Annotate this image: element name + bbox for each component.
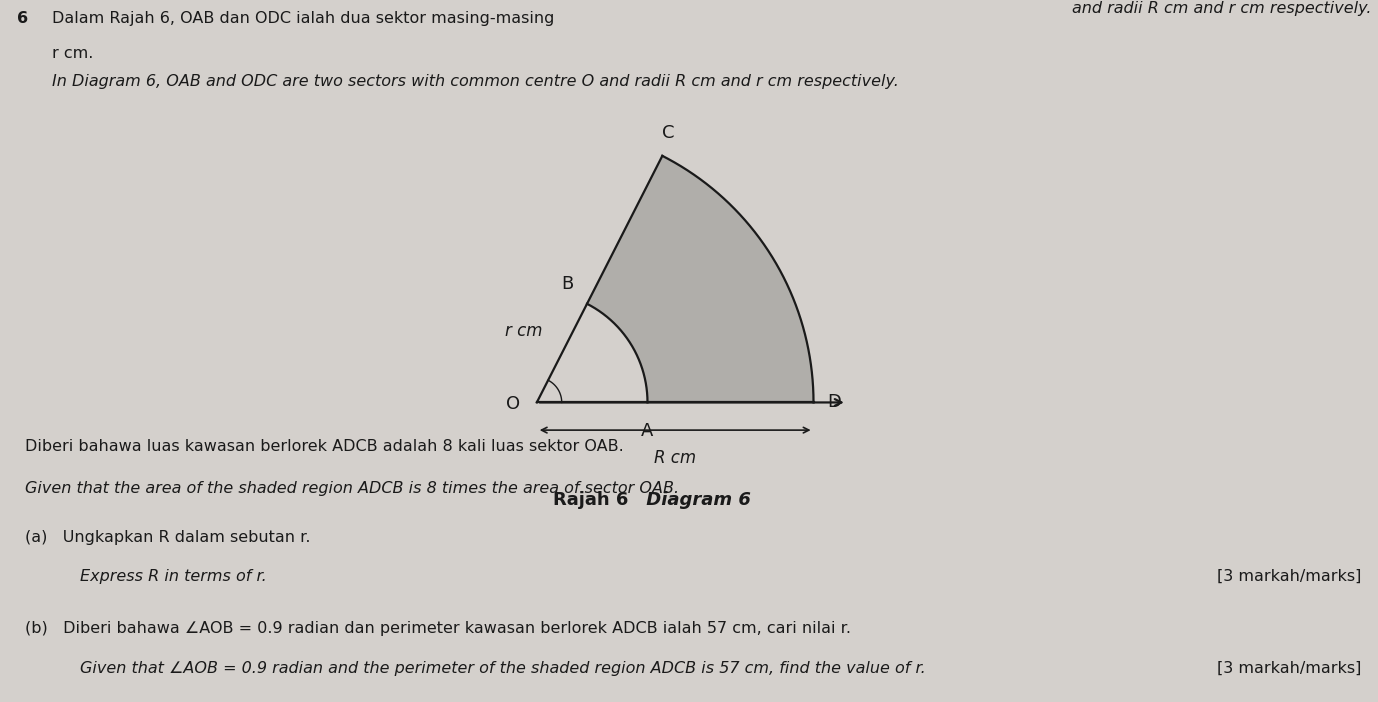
Text: Rajah 6: Rajah 6 xyxy=(553,491,641,510)
Text: and radii R cm and r cm respectively.: and radii R cm and r cm respectively. xyxy=(1072,1,1371,16)
Text: (a)   Ungkapkan R dalam sebutan r.: (a) Ungkapkan R dalam sebutan r. xyxy=(25,530,310,545)
Text: Diagram 6: Diagram 6 xyxy=(641,491,751,510)
Text: In Diagram 6, OAB and ODC are two sectors with common centre O and radii R cm an: In Diagram 6, OAB and ODC are two sector… xyxy=(52,74,900,88)
Text: B: B xyxy=(561,274,573,293)
Text: [3 markah/marks]: [3 markah/marks] xyxy=(1217,569,1361,583)
Polygon shape xyxy=(537,304,648,402)
Text: D: D xyxy=(827,393,841,411)
Polygon shape xyxy=(587,156,813,402)
Text: Given that the area of the shaded region ADCB is 8 times the area of sector OAB.: Given that the area of the shaded region… xyxy=(25,481,679,496)
Text: A: A xyxy=(641,422,653,440)
Text: Dalam Rajah 6, OAB dan ODC ialah dua sektor masing-masing: Dalam Rajah 6, OAB dan ODC ialah dua sek… xyxy=(52,11,555,25)
Text: r cm.: r cm. xyxy=(52,46,94,60)
Text: [3 markah/marks]: [3 markah/marks] xyxy=(1217,661,1361,676)
Text: O: O xyxy=(506,395,521,413)
Text: r cm: r cm xyxy=(504,322,543,340)
Text: R cm: R cm xyxy=(655,449,696,468)
Text: Express R in terms of r.: Express R in terms of r. xyxy=(80,569,267,583)
Text: 6: 6 xyxy=(17,11,28,25)
Text: C: C xyxy=(661,124,674,142)
Text: (b)   Diberi bahawa ∠AOB = 0.9 radian dan perimeter kawasan berlorek ADCB ialah : (b) Diberi bahawa ∠AOB = 0.9 radian dan … xyxy=(25,621,850,636)
Text: Given that ∠AOB = 0.9 radian and the perimeter of the shaded region ADCB is 57 c: Given that ∠AOB = 0.9 radian and the per… xyxy=(80,661,926,676)
Text: Diberi bahawa luas kawasan berlorek ADCB adalah 8 kali luas sektor OAB.: Diberi bahawa luas kawasan berlorek ADCB… xyxy=(25,439,624,453)
